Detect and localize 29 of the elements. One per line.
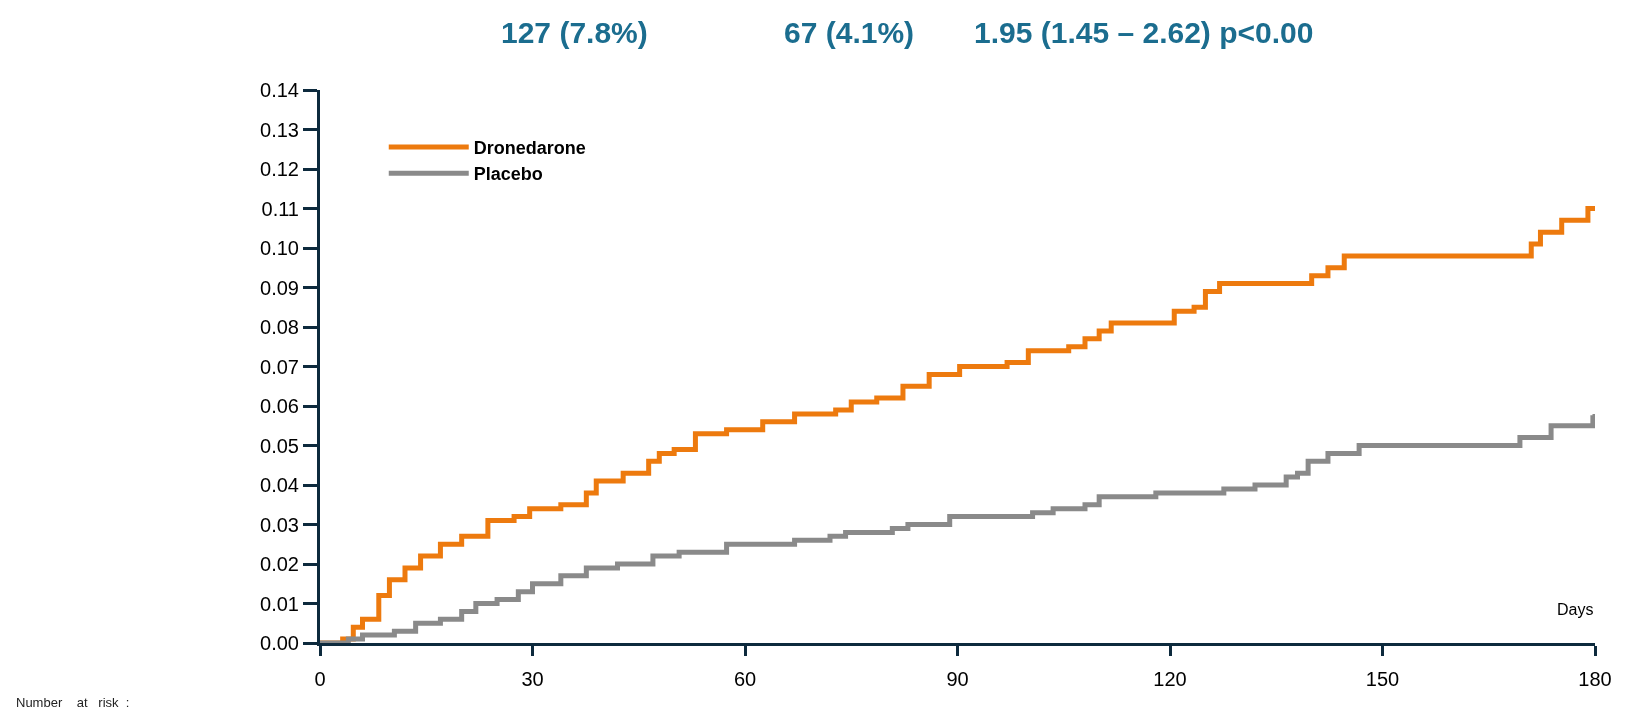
x-axis-title: Days <box>1557 601 1594 618</box>
text: 67 (4.1%) <box>784 16 915 49</box>
legend-label: Placebo <box>473 164 543 185</box>
y-tick-label: 0.10 <box>260 237 299 259</box>
y-tick-label: 0.11 <box>261 197 299 220</box>
text: 1.95 (1.45 – 2.62) p<0.00 <box>974 16 1314 49</box>
y-tick-label: 0.03 <box>260 513 299 536</box>
text: 127 (7.8%) <box>501 16 648 49</box>
x-tick-label: 120 <box>1153 668 1187 690</box>
y-tick-label: 0.07 <box>260 355 299 378</box>
x-tick-label: 0 <box>314 668 326 690</box>
y-tick-label: 0.14 <box>260 79 299 101</box>
y-tick-label: 0.00 <box>260 632 299 654</box>
text: Number at risk : <box>16 695 130 710</box>
y-tick-label: 0.06 <box>260 395 299 417</box>
y-tick-label: 0.01 <box>260 592 299 615</box>
x-tick-label: 30 <box>521 668 544 690</box>
y-tick-label: 0.08 <box>260 316 299 338</box>
y-tick-label: 0.13 <box>260 118 299 141</box>
x-tick-label: 90 <box>946 668 969 690</box>
y-tick-label: 0.09 <box>260 276 299 299</box>
x-tick-label: 180 <box>1578 668 1612 690</box>
x-tick-label: 60 <box>733 668 757 690</box>
y-tick-label: 0.12 <box>260 158 299 180</box>
x-tick-label: 150 <box>1365 668 1400 690</box>
y-tick-label: 0.04 <box>260 474 299 496</box>
y-tick-label: 0.05 <box>260 434 299 457</box>
legend-label: Dronedarone <box>473 137 586 158</box>
y-tick-label: 0.02 <box>260 553 299 575</box>
